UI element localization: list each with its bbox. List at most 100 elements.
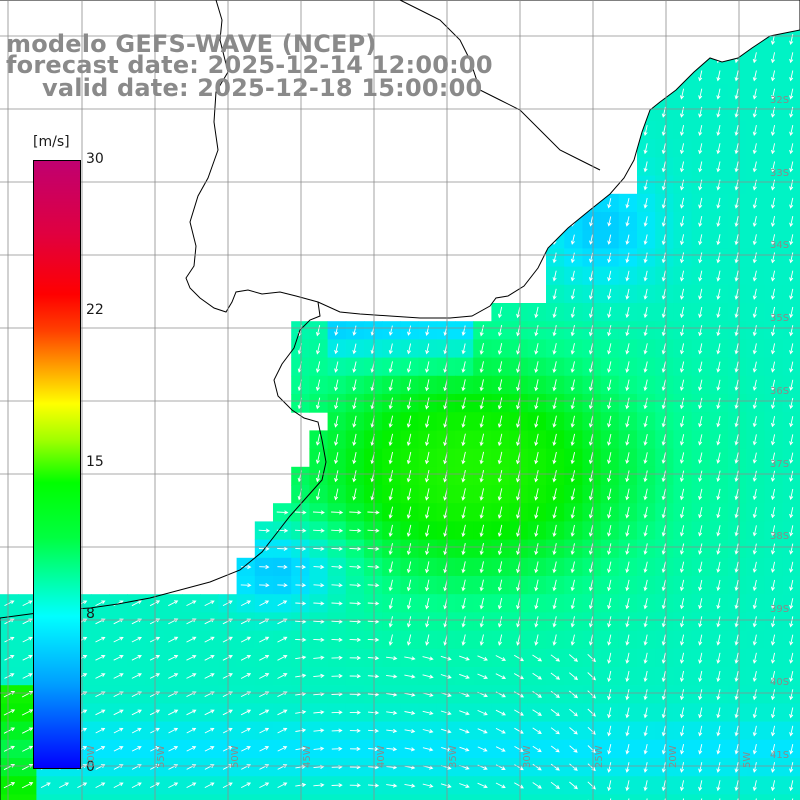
wind-arrow — [295, 746, 307, 751]
wind-arrow — [698, 616, 703, 628]
wind-arrow — [607, 725, 612, 737]
wind-arrow — [315, 488, 321, 501]
wind-arrow — [331, 528, 344, 533]
wind-arrow — [679, 670, 685, 683]
wind-arrow — [734, 70, 739, 82]
wind-arrow — [313, 782, 325, 788]
wind-arrow — [789, 252, 794, 264]
wind-arrow — [589, 252, 594, 264]
wind-arrow — [352, 361, 357, 373]
wind-arrow — [716, 452, 721, 464]
wind-arrow — [313, 619, 325, 624]
wind-arrow — [661, 361, 666, 373]
wind-arrow — [4, 673, 15, 679]
wind-arrow — [716, 143, 721, 155]
wind-arrow — [698, 143, 703, 155]
wind-arrow — [716, 780, 721, 792]
wind-arrow — [643, 762, 648, 773]
wind-arrow — [295, 601, 307, 606]
wind-arrow — [331, 510, 344, 515]
wind-arrow — [770, 88, 776, 100]
wind-arrow — [552, 470, 557, 483]
wind-arrow — [770, 488, 776, 501]
wind-arrow — [425, 634, 430, 646]
wind-arrow — [752, 343, 757, 355]
wind-arrow — [607, 707, 612, 719]
wind-arrow — [495, 709, 506, 716]
wind-arrow — [789, 488, 794, 501]
wind-arrow — [204, 654, 215, 661]
wind-arrow — [352, 433, 357, 447]
wind-arrow — [497, 597, 503, 610]
wind-arrow — [607, 634, 612, 646]
wind-arrow — [479, 616, 484, 628]
wind-arrow — [425, 415, 430, 428]
wind-arrow — [479, 488, 485, 501]
wind-arrow — [21, 727, 34, 734]
wind-arrow — [643, 634, 648, 646]
wind-arrow — [315, 343, 321, 355]
wind-arrow — [113, 655, 124, 661]
wind-arrow — [661, 161, 666, 173]
wind-arrow — [461, 579, 466, 592]
wind-arrow — [698, 525, 703, 537]
wind-arrow — [461, 415, 466, 428]
wind-arrow — [550, 763, 560, 771]
wind-arrow — [516, 579, 521, 592]
wind-arrow — [113, 709, 124, 716]
wind-cell — [345, 794, 365, 800]
wind-arrow — [661, 689, 666, 701]
wind-arrow — [752, 252, 757, 264]
lon-label: 35W — [448, 745, 459, 768]
wind-arrow — [22, 636, 33, 643]
wind-cell — [673, 794, 693, 800]
wind-arrow — [352, 325, 357, 336]
wind-cell — [236, 794, 256, 800]
wind-arrow — [789, 197, 794, 209]
wind-arrow — [789, 671, 794, 683]
wind-arrow — [386, 747, 398, 752]
wind-arrow — [570, 470, 576, 483]
wind-arrow — [477, 655, 488, 661]
wind-arrow — [716, 161, 721, 173]
wind-arrow — [679, 343, 685, 355]
wind-arrow — [643, 234, 648, 246]
wind-arrow — [625, 343, 630, 355]
wind-arrow — [367, 546, 380, 551]
wind-arrow — [349, 637, 362, 642]
wind-arrow — [607, 306, 612, 319]
wind-arrow — [570, 561, 575, 574]
wind-arrow — [625, 488, 630, 501]
wind-arrow — [734, 143, 739, 155]
wind-arrow — [349, 674, 362, 679]
lon-label: 30W — [522, 745, 533, 768]
colorbar-tick-15: 15 — [86, 454, 104, 470]
wind-arrow — [95, 600, 106, 607]
wind-arrow — [661, 780, 666, 792]
wind-arrow — [570, 288, 575, 300]
wind-cell — [418, 794, 438, 800]
wind-arrow — [186, 764, 197, 770]
wind-arrow — [388, 433, 394, 447]
lon-label: 25W — [594, 745, 605, 768]
wind-arrow — [661, 325, 666, 337]
lat-label: 38S — [770, 531, 790, 542]
wind-arrow — [3, 691, 16, 698]
wind-arrow — [752, 216, 757, 228]
wind-arrow — [661, 434, 666, 446]
wind-arrow — [734, 689, 739, 701]
wind-arrow — [313, 583, 325, 588]
wind-arrow — [552, 343, 557, 355]
wind-arrow — [497, 451, 503, 465]
wind-arrow — [770, 507, 776, 519]
wind-arrow — [516, 324, 521, 337]
wind-arrow — [643, 325, 648, 337]
wind-arrow — [95, 782, 106, 789]
wind-arrow — [625, 579, 630, 592]
wind-arrow — [425, 561, 430, 574]
wind-arrow — [770, 452, 776, 464]
wind-arrow — [734, 525, 739, 537]
wind-arrow — [698, 762, 703, 773]
wind-arrow — [204, 782, 215, 789]
wind-arrow — [679, 288, 685, 300]
